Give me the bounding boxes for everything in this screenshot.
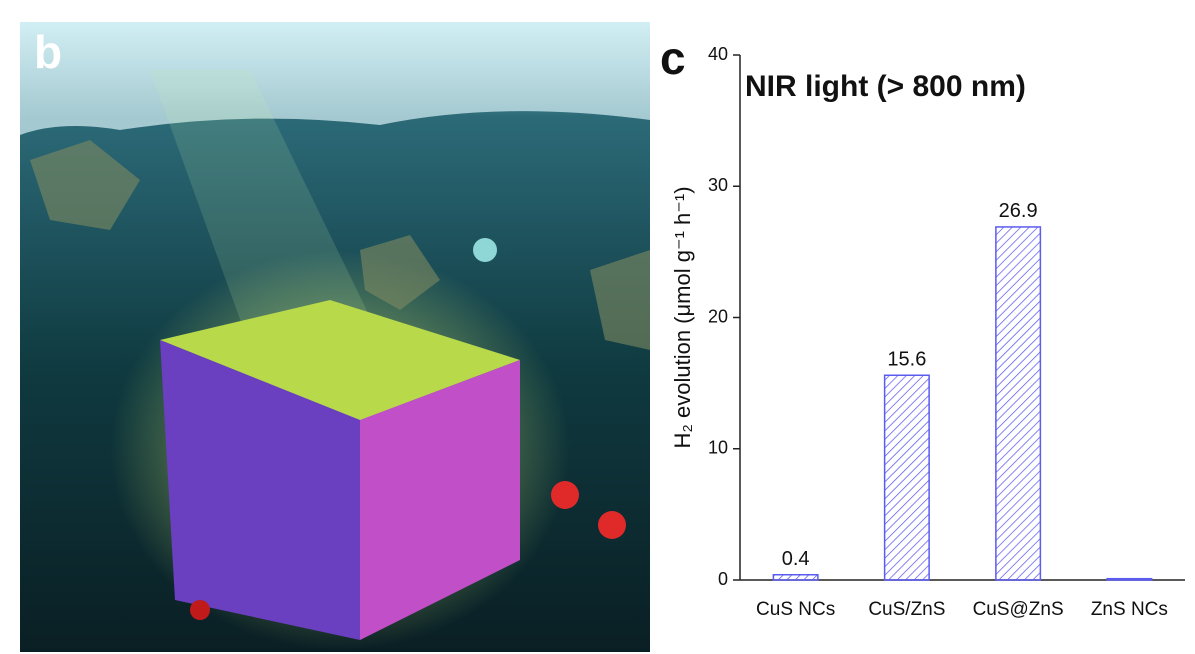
panel-label: b: [34, 26, 62, 78]
cube-top: [160, 300, 520, 420]
chart-title: NIR light (> 800 nm): [745, 70, 1026, 103]
illustration: b: [20, 22, 650, 652]
x-tick-label: ZnS NCs: [1091, 599, 1168, 620]
y-tick-label: 30: [708, 175, 728, 195]
small-crystal: [590, 250, 650, 350]
bar: [995, 226, 1042, 581]
molecule: [473, 238, 497, 262]
cube-right: [360, 360, 520, 640]
molecule: [190, 600, 210, 620]
y-axis-label: H₂ evolution (μmol g⁻¹ h⁻¹): [670, 186, 695, 448]
bar: [883, 374, 930, 581]
water-surface: [20, 22, 650, 135]
value-label: 15.6: [887, 349, 926, 371]
y-tick-label: 20: [708, 306, 728, 326]
value-label: 26.9: [999, 200, 1038, 222]
bar: [1106, 577, 1153, 581]
y-tick-label: 0: [718, 569, 728, 589]
bar: [772, 574, 819, 581]
molecule: [551, 481, 579, 509]
x-tick-label: CuS@ZnS: [973, 599, 1064, 620]
cube-left: [160, 340, 360, 640]
value-label: 0.4: [782, 548, 810, 570]
y-tick-label: 10: [708, 438, 728, 458]
x-tick-label: CuS/ZnS: [868, 599, 945, 620]
panel-label: c: [660, 32, 686, 84]
molecule: [598, 511, 626, 539]
small-crystal: [30, 140, 140, 230]
y-tick-label: 40: [708, 44, 728, 64]
small-crystal: [360, 235, 440, 310]
x-tick-label: CuS NCs: [756, 599, 835, 620]
